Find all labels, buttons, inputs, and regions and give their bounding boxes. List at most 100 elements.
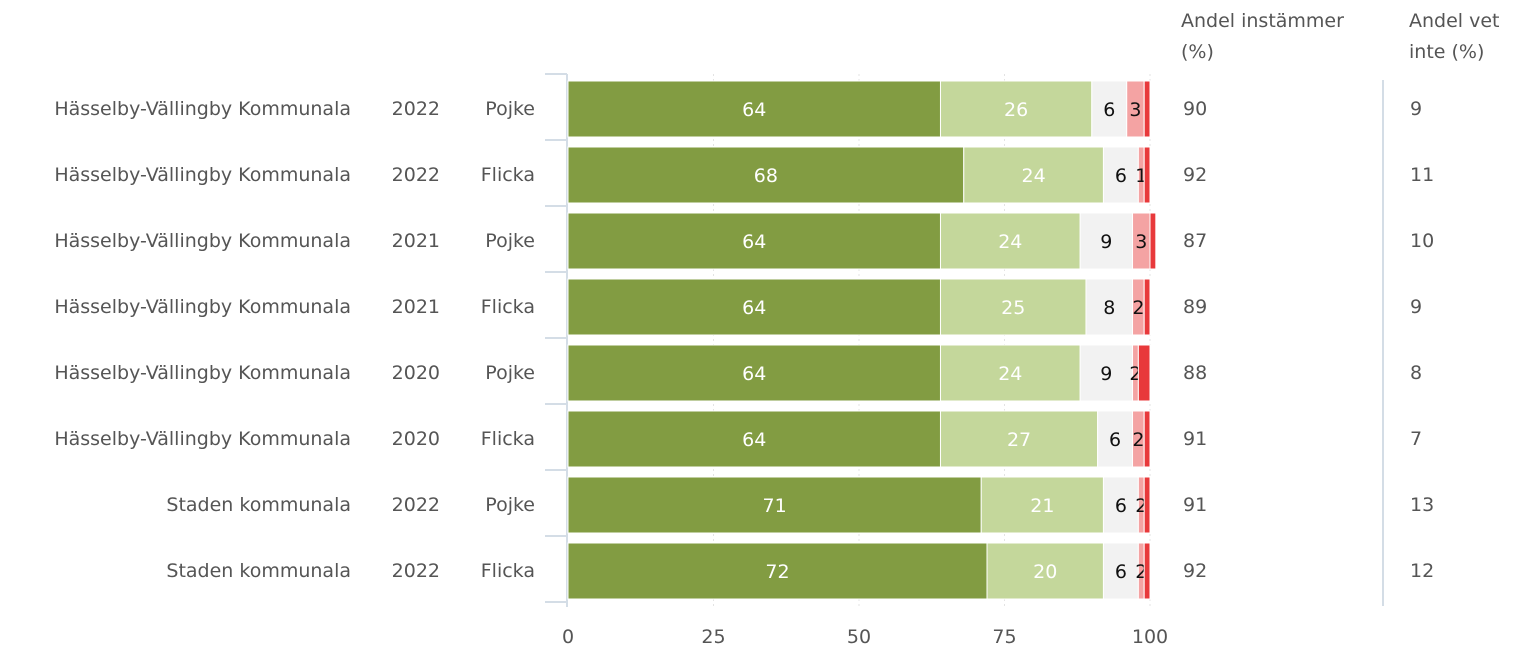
- data-label: 20: [1033, 561, 1057, 583]
- separator-line: [1382, 80, 1384, 606]
- row-agree-value: 91: [1183, 428, 1208, 450]
- x-tick-label: 75: [992, 626, 1016, 648]
- row-dont-know-value: 7: [1410, 428, 1423, 450]
- row-agree-value: 88: [1183, 362, 1208, 384]
- bar-segment: [939, 278, 1087, 336]
- row-dont-know-value: 13: [1410, 494, 1435, 516]
- row-gender-label: Flicka: [480, 164, 535, 186]
- data-label: 27: [1007, 429, 1031, 451]
- header-agree-share: Andel instämmer (%): [1181, 10, 1344, 63]
- row-dont-know-value: 9: [1410, 296, 1423, 318]
- row-year-label: 2022: [391, 164, 440, 186]
- row-unit-label: Hässelby-Vällingby Kommunala: [54, 428, 351, 450]
- row-unit-label: Staden kommunala: [166, 560, 351, 582]
- bar-segment: [986, 542, 1104, 600]
- row-year-label: 2022: [391, 98, 440, 120]
- data-label: 2: [1132, 429, 1144, 451]
- bar-segment: [567, 146, 965, 204]
- header-dont-know-share: Andel vet inte (%): [1409, 10, 1500, 63]
- bar-segment: [1143, 410, 1151, 468]
- row-gender-label: Pojke: [485, 98, 535, 120]
- x-tick-label: 100: [1132, 626, 1168, 648]
- row-unit-label: Hässelby-Vällingby Kommunala: [54, 230, 351, 252]
- data-label: 21: [1030, 495, 1054, 517]
- bar-segment: [1079, 212, 1134, 270]
- bar-segment: [1143, 80, 1151, 138]
- x-tick-label: 25: [701, 626, 725, 648]
- bar-segment: [567, 278, 941, 336]
- data-label: 24: [998, 363, 1022, 385]
- data-label: 6: [1115, 561, 1127, 583]
- row-agree-value: 90: [1183, 98, 1208, 120]
- row-gender-label: Pojke: [485, 362, 535, 384]
- data-label: 68: [754, 165, 778, 187]
- row-dont-know-value: 10: [1410, 230, 1435, 252]
- row-year-label: 2020: [391, 428, 440, 450]
- row-gender-label: Pojke: [485, 230, 535, 252]
- data-label: 8: [1103, 297, 1115, 319]
- bar-segment: [939, 212, 1081, 270]
- bar-segment: [1149, 212, 1157, 270]
- data-label: 64: [742, 231, 766, 253]
- bar-segment: [1102, 476, 1139, 534]
- row-dont-know-value: 9: [1410, 98, 1423, 120]
- data-label: 6: [1115, 165, 1127, 187]
- data-label: 6: [1115, 495, 1127, 517]
- bar-segment: [1143, 146, 1151, 204]
- row-gender-label: Flicka: [480, 296, 535, 318]
- bar-segment: [1079, 344, 1134, 402]
- row-year-label: 2021: [391, 230, 440, 252]
- data-label: 3: [1129, 99, 1141, 121]
- data-label: 72: [765, 561, 789, 583]
- row-dont-know-value: 12: [1410, 560, 1435, 582]
- bar-segment: [567, 542, 988, 600]
- bar-segment: [963, 146, 1104, 204]
- data-label: 2: [1132, 297, 1144, 319]
- data-label: 25: [1001, 297, 1025, 319]
- row-gender-label: Flicka: [480, 560, 535, 582]
- row-year-label: 2020: [391, 362, 440, 384]
- data-label: 64: [742, 429, 766, 451]
- row-agree-value: 91: [1183, 494, 1208, 516]
- bar-segment: [567, 344, 941, 402]
- bar-segment: [567, 476, 982, 534]
- bar-segment: [1143, 278, 1151, 336]
- row-agree-value: 92: [1183, 164, 1208, 186]
- row-year-label: 2022: [391, 560, 440, 582]
- row-unit-label: Hässelby-Vällingby Kommunala: [54, 164, 351, 186]
- bar-segment: [1091, 80, 1128, 138]
- data-label: 6: [1109, 429, 1121, 451]
- data-label: 9: [1100, 231, 1112, 253]
- row-year-label: 2021: [391, 296, 440, 318]
- data-label: 71: [763, 495, 787, 517]
- row-agree-value: 89: [1183, 296, 1208, 318]
- bar-segment: [1143, 476, 1151, 534]
- row-unit-label: Hässelby-Vällingby Kommunala: [54, 362, 351, 384]
- row-year-label: 2022: [391, 494, 440, 516]
- bar-segment: [1085, 278, 1134, 336]
- x-tick-label: 0: [562, 626, 574, 648]
- row-unit-label: Hässelby-Vällingby Kommunala: [54, 296, 351, 318]
- row-unit-label: Hässelby-Vällingby Kommunala: [54, 98, 351, 120]
- bar-segment: [939, 410, 1099, 468]
- bar-segment: [1137, 344, 1151, 402]
- data-label: 24: [998, 231, 1022, 253]
- x-tick-label: 50: [847, 626, 871, 648]
- row-gender-label: Flicka: [480, 428, 535, 450]
- bar-segment: [1143, 542, 1151, 600]
- data-label: 24: [1022, 165, 1046, 187]
- data-label: 3: [1135, 231, 1147, 253]
- bar-segment: [939, 80, 1093, 138]
- data-label: 9: [1100, 363, 1112, 385]
- bar-segment: [1097, 410, 1134, 468]
- data-label: 64: [742, 363, 766, 385]
- data-label: 6: [1103, 99, 1115, 121]
- data-label: 26: [1004, 99, 1028, 121]
- row-unit-label: Staden kommunala: [166, 494, 351, 516]
- bar-segment: [567, 410, 941, 468]
- data-label: 64: [742, 99, 766, 121]
- bar-segment: [980, 476, 1104, 534]
- row-dont-know-value: 11: [1410, 164, 1435, 186]
- row-agree-value: 87: [1183, 230, 1208, 252]
